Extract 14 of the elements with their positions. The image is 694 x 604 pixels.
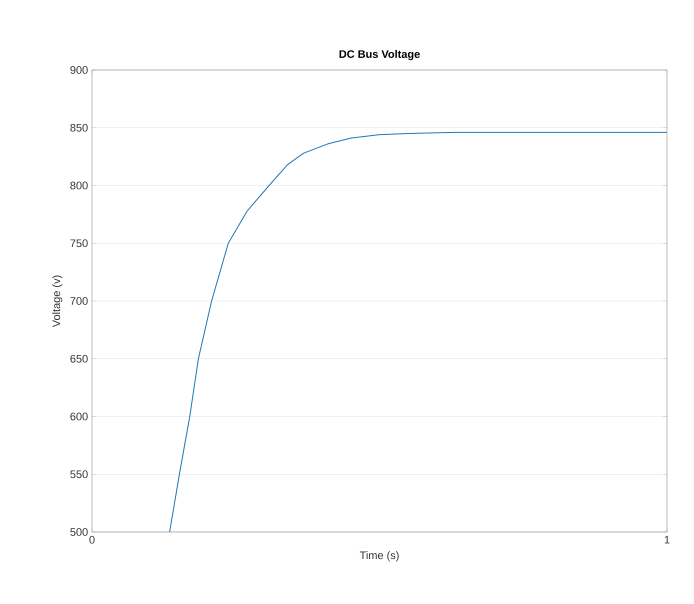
y-tick-label: 600 [70, 412, 88, 420]
y-tick-label: 550 [70, 470, 88, 478]
x-axis-title: Time (s) [360, 551, 399, 562]
x-tick-label: 1 [664, 536, 670, 544]
y-tick-label: 850 [70, 124, 88, 132]
y-tick-label: 650 [70, 354, 88, 363]
y-axis-title: Voltage (v) [52, 276, 62, 328]
chart-title: DC Bus Voltage [340, 50, 420, 60]
y-tick-label: 900 [70, 66, 88, 74]
y-tick-label: 500 [70, 528, 88, 536]
x-tick-label: 0 [89, 536, 95, 544]
y-tick-label: 800 [70, 182, 88, 190]
y-tick-label: 700 [70, 297, 88, 305]
y-tick-label: 750 [70, 239, 88, 248]
